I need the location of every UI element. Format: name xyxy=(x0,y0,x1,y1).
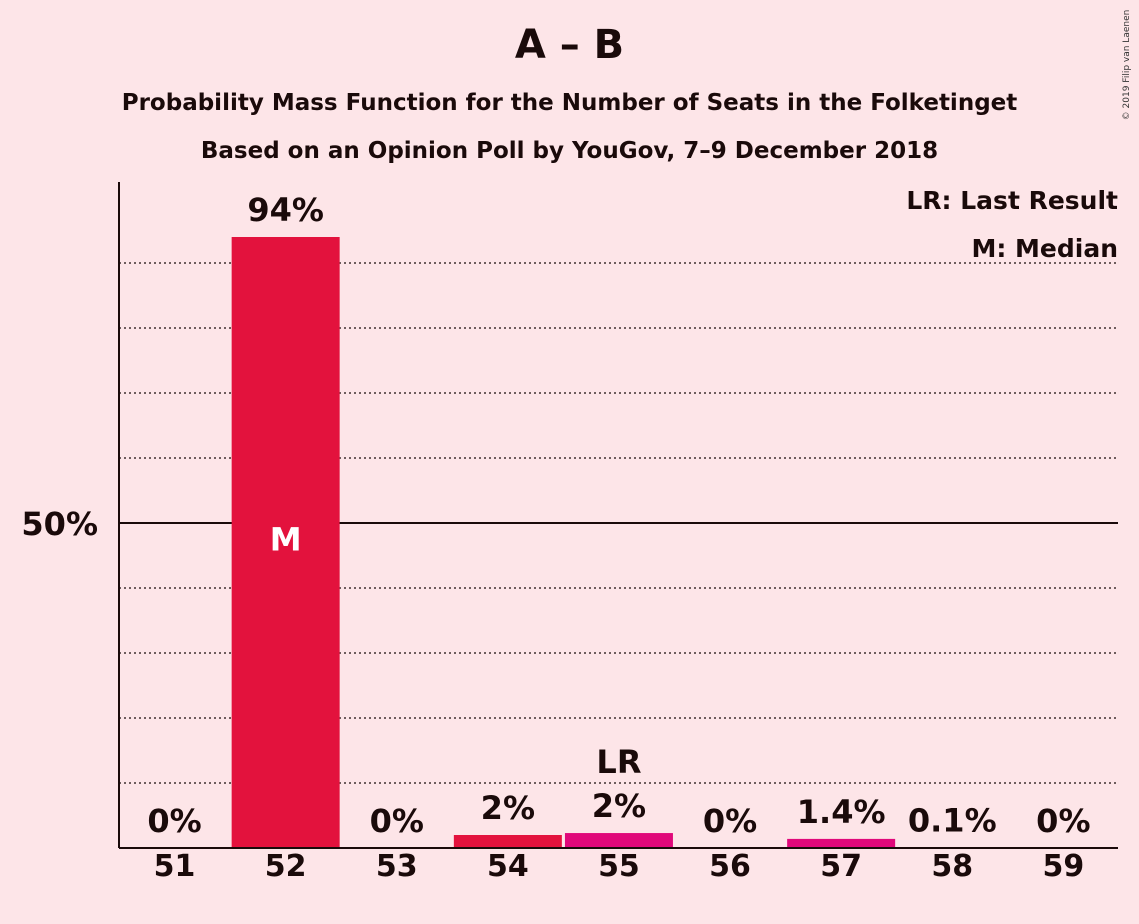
y-tick-label: 50% xyxy=(21,505,98,543)
x-tick-label: 55 xyxy=(598,849,640,884)
data-label: 0% xyxy=(703,802,757,840)
bar xyxy=(231,237,340,848)
bar xyxy=(787,838,896,848)
x-tick-label: 52 xyxy=(265,849,307,884)
chart-subtitle-2: Based on an Opinion Poll by YouGov, 7–9 … xyxy=(200,138,939,164)
last-result-marker: LR xyxy=(596,743,641,781)
median-marker: M xyxy=(270,521,302,559)
x-tick-label: 57 xyxy=(820,849,862,884)
data-label: 94% xyxy=(247,191,324,229)
x-tick-label: 51 xyxy=(154,849,196,884)
legend-last-result: LR: Last Result xyxy=(906,186,1118,215)
legend-median: M: Median xyxy=(971,234,1118,263)
data-label: 0% xyxy=(370,802,424,840)
data-label: 1.4% xyxy=(797,793,886,831)
bar xyxy=(453,835,562,848)
chart-title: A – B xyxy=(514,22,625,68)
data-label: 0% xyxy=(1036,802,1090,840)
chart-subtitle-1: Probability Mass Function for the Number… xyxy=(121,90,1018,116)
x-tick-label: 59 xyxy=(1042,849,1084,884)
data-label: 2% xyxy=(592,787,646,825)
x-tick-label: 54 xyxy=(487,849,529,884)
x-tick-label: 58 xyxy=(931,849,973,884)
x-tick-label: 53 xyxy=(376,849,418,884)
data-label: 2% xyxy=(481,789,535,827)
x-tick-label: 56 xyxy=(709,849,751,884)
data-label: 0.1% xyxy=(908,801,997,839)
data-label: 0% xyxy=(147,802,201,840)
bar xyxy=(564,833,673,848)
